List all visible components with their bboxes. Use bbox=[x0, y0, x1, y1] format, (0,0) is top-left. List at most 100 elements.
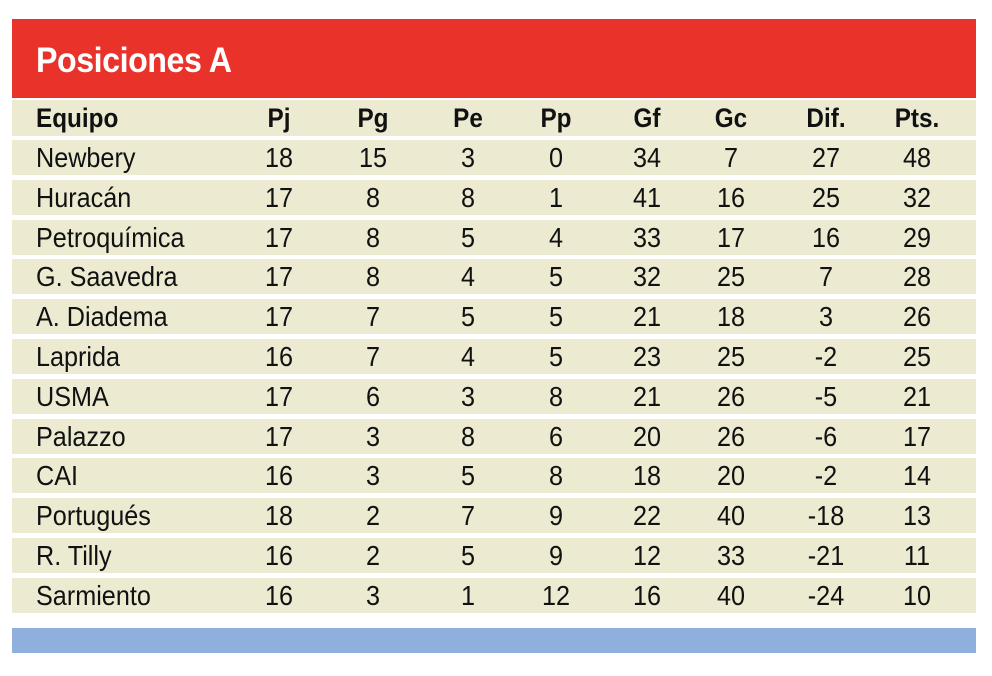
stat-cell: 23 bbox=[632, 341, 662, 372]
stat-cell: 16 bbox=[264, 580, 294, 611]
stat-cell: 5 bbox=[548, 301, 564, 332]
team-name: G. Saavedra bbox=[36, 261, 178, 292]
stat-cell: 21 bbox=[632, 301, 662, 332]
stat-cell: 14 bbox=[902, 460, 932, 491]
stat-cell: 29 bbox=[902, 222, 932, 253]
stat-cell: 5 bbox=[460, 460, 476, 491]
stat-cell: -18 bbox=[807, 500, 845, 531]
stat-cell: 5 bbox=[460, 222, 476, 253]
stat-cell: 6 bbox=[548, 421, 564, 452]
stat-cell: 7 bbox=[818, 261, 834, 292]
stat-cell: 8 bbox=[548, 460, 564, 491]
stat-cell: 3 bbox=[365, 580, 381, 611]
column-header: Pp bbox=[540, 103, 572, 133]
stat-cell: 18 bbox=[632, 460, 662, 491]
stat-cell: 8 bbox=[365, 222, 381, 253]
stat-cell: -24 bbox=[807, 580, 845, 611]
stat-cell: 9 bbox=[548, 540, 564, 571]
stat-cell: 17 bbox=[264, 222, 294, 253]
stat-cell: 18 bbox=[264, 500, 294, 531]
stat-cell: 8 bbox=[365, 261, 381, 292]
team-name: Sarmiento bbox=[36, 580, 151, 611]
stat-cell: -2 bbox=[814, 460, 838, 491]
stat-cell: 16 bbox=[716, 182, 746, 213]
stat-cell: 16 bbox=[264, 540, 294, 571]
team-name: A. Diadema bbox=[36, 301, 168, 332]
team-name: Palazzo bbox=[36, 421, 126, 452]
table-row: G. Saavedra 17 8 4 5 32 25 7 28 bbox=[12, 259, 976, 294]
stat-cell: 2 bbox=[365, 540, 381, 571]
stat-cell: 26 bbox=[902, 301, 932, 332]
team-name: Laprida bbox=[36, 341, 121, 372]
stat-cell: 3 bbox=[818, 301, 834, 332]
stat-cell: 17 bbox=[264, 182, 294, 213]
stat-cell: 25 bbox=[811, 182, 841, 213]
stat-cell: -21 bbox=[807, 540, 845, 571]
table-row: Palazzo 17 3 8 6 20 26 -6 17 bbox=[12, 419, 976, 454]
stat-cell: 7 bbox=[460, 500, 476, 531]
stat-cell: 8 bbox=[460, 421, 476, 452]
stat-cell: 25 bbox=[716, 261, 746, 292]
stat-cell: 48 bbox=[902, 142, 932, 173]
stat-cell: 12 bbox=[632, 540, 662, 571]
stat-cell: 4 bbox=[548, 222, 564, 253]
stat-cell: 22 bbox=[632, 500, 662, 531]
column-header: Gc bbox=[714, 103, 748, 133]
stat-cell: 7 bbox=[365, 301, 381, 332]
stat-cell: 17 bbox=[264, 421, 294, 452]
team-name: R. Tilly bbox=[36, 540, 112, 571]
column-header: Gf bbox=[633, 103, 661, 133]
stat-cell: 10 bbox=[902, 580, 932, 611]
table-row: Huracán 17 8 8 1 41 16 25 32 bbox=[12, 180, 976, 215]
stat-cell: 34 bbox=[632, 142, 662, 173]
stat-cell: 16 bbox=[264, 341, 294, 372]
table-title: Posiciones A bbox=[36, 41, 232, 80]
stat-cell: 0 bbox=[548, 142, 564, 173]
stat-cell: 16 bbox=[811, 222, 841, 253]
stat-cell: 28 bbox=[902, 261, 932, 292]
stat-cell: 1 bbox=[548, 182, 564, 213]
table-row: Petroquímica 17 8 5 4 33 17 16 29 bbox=[12, 220, 976, 255]
team-name: Portugués bbox=[36, 500, 151, 531]
stat-cell: 11 bbox=[903, 540, 931, 571]
stat-cell: -2 bbox=[814, 341, 838, 372]
stat-cell: 7 bbox=[365, 341, 381, 372]
stat-cell: 5 bbox=[548, 341, 564, 372]
stat-cell: 12 bbox=[541, 580, 571, 611]
stat-cell: 25 bbox=[716, 341, 746, 372]
stat-cell: 26 bbox=[716, 381, 746, 412]
stat-cell: 20 bbox=[716, 460, 746, 491]
stat-cell: 1 bbox=[460, 580, 476, 611]
stat-cell: 20 bbox=[632, 421, 662, 452]
stat-cell: 41 bbox=[632, 182, 662, 213]
stat-cell: -6 bbox=[814, 421, 838, 452]
stat-cell: 3 bbox=[460, 381, 476, 412]
stat-cell: 3 bbox=[365, 460, 381, 491]
stat-cell: 9 bbox=[548, 500, 564, 531]
table-row: USMA 17 6 3 8 21 26 -5 21 bbox=[12, 379, 976, 414]
column-header: Dif. bbox=[806, 103, 846, 133]
stat-cell: 18 bbox=[716, 301, 746, 332]
stat-cell: 6 bbox=[365, 381, 381, 412]
stat-cell: 33 bbox=[632, 222, 662, 253]
table-row: Sarmiento 16 3 1 12 16 40 -24 10 bbox=[12, 578, 976, 613]
header-row: Equipo Pj Pg Pe Pp Gf Gc Dif. Pts. bbox=[12, 100, 976, 136]
stat-cell: 27 bbox=[811, 142, 841, 173]
stat-cell: 17 bbox=[716, 222, 746, 253]
stat-cell: 5 bbox=[460, 301, 476, 332]
stat-cell: 17 bbox=[264, 261, 294, 292]
table-row: R. Tilly 16 2 5 9 12 33 -21 11 bbox=[12, 538, 976, 573]
stat-cell: 5 bbox=[460, 540, 476, 571]
stat-cell: 2 bbox=[365, 500, 381, 531]
stat-cell: 5 bbox=[548, 261, 564, 292]
stat-cell: 4 bbox=[460, 261, 476, 292]
column-header-team: Equipo bbox=[36, 103, 119, 133]
column-header: Pj bbox=[267, 103, 291, 133]
stat-cell: 8 bbox=[460, 182, 476, 213]
stat-cell: 32 bbox=[902, 182, 932, 213]
stat-cell: 8 bbox=[548, 381, 564, 412]
stat-cell: 3 bbox=[460, 142, 476, 173]
team-name: USMA bbox=[36, 381, 109, 412]
stat-cell: 17 bbox=[264, 381, 294, 412]
stat-cell: 40 bbox=[716, 500, 746, 531]
